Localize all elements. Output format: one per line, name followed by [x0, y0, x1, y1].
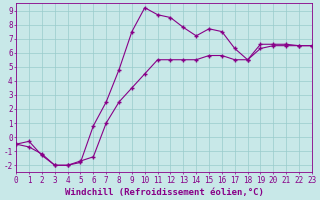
X-axis label: Windchill (Refroidissement éolien,°C): Windchill (Refroidissement éolien,°C) — [65, 188, 263, 197]
